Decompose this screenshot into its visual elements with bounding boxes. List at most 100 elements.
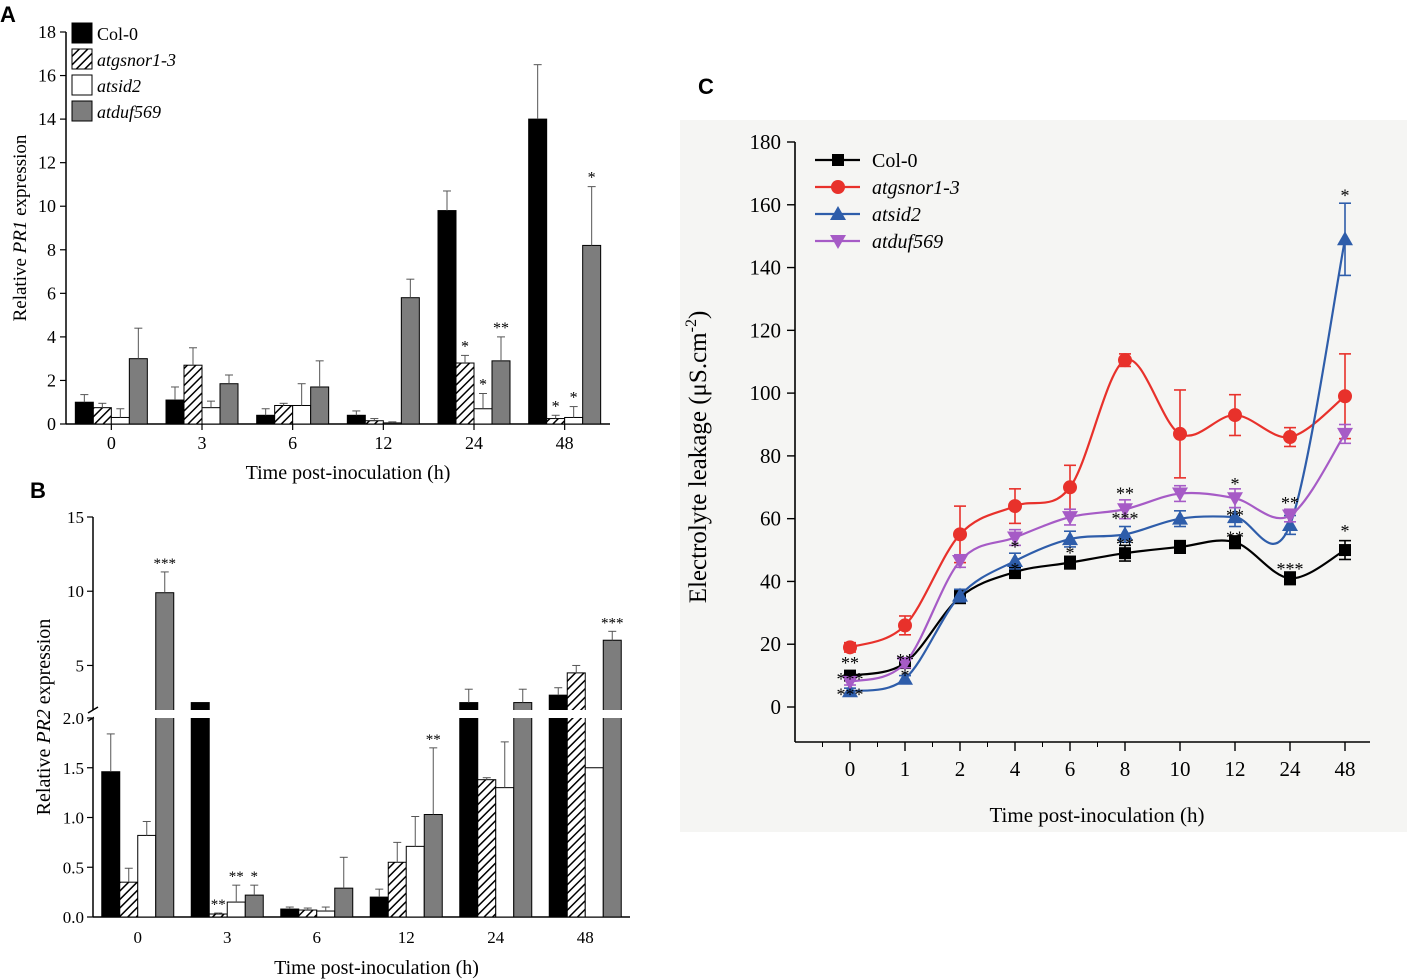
b-bar-col-0 [190,702,210,918]
c-y-tick-label: 60 [760,507,781,531]
a-bar-col-0 [165,399,185,425]
c-point-atgsnor1-3 [843,640,857,655]
c-point-atsid2 [897,670,913,685]
c-point-atgsnor1-3 [1008,499,1022,514]
b-bar-atduf569 [334,887,354,918]
a-y-tick-label: 12 [38,153,56,173]
a-bar-atduf569 [128,358,148,425]
c-point-atduf569 [952,555,968,570]
b-bar-atsid2 [226,901,246,918]
a-y-axis-label-part: PR1 [10,221,31,255]
b-break-gap [94,710,631,718]
c-legend-label-atsid2: atsid2 [872,204,921,226]
a-x-tick-label: 6 [288,433,297,453]
c-y-axis-label-main: Electrolyte leakage (μS.cm [685,332,712,603]
c-point-atgsnor1-3 [953,527,967,542]
c-significance-mark: * [1011,559,1020,579]
a-significance-mark: * [588,170,596,187]
b-significance-mark: ** [211,897,226,913]
c-point-atgsnor1-3 [1063,480,1077,495]
a-bar-atsid2 [110,416,130,425]
a-significance-mark: * [461,338,469,355]
b-bar-atduf569 [244,894,264,918]
a-y-tick-label: 2 [47,370,56,390]
c-x-tick-label: 6 [1065,757,1076,781]
b-bar-atsid2 [137,834,157,918]
b-bar-atsid2 [495,787,515,918]
c-point-atduf569 [1282,509,1298,524]
c-point-atsid2 [1062,531,1078,546]
panel-letter-a: A [0,2,16,27]
c-y-axis-label-close: ) [685,311,712,319]
a-bar-atduf569 [491,360,511,425]
b-bar-atgsnor1-3 [566,672,586,918]
a-bar-atgsnor1-3 [274,404,294,425]
c-point-atsid2 [1227,509,1243,524]
b-y-tick-label: 1.5 [63,759,84,778]
a-legend-swatch-atgsnor1-3 [71,48,93,70]
a-y-tick-label: 0 [47,414,56,434]
b-bar-atduf569 [423,814,443,918]
c-line-atgsnor1-3 [849,358,1346,649]
a-legend-label-atgsnor1-3: atgsnor1-3 [97,50,176,70]
c-point-atgsnor1-3 [1283,430,1297,445]
c-x-tick-label: 12 [1225,757,1246,781]
c-significance-mark: *** [1277,559,1304,579]
a-bar-atgsnor1-3 [455,362,475,425]
b-y-tick-label: 0.5 [63,858,84,877]
a-y-axis-label: Relative PR1 expression [10,134,31,321]
a-bar-atgsnor1-3 [546,418,566,425]
c-y-tick-label: 0 [771,695,782,719]
c-significance-mark: * [1011,537,1020,557]
c-point-atgsnor1-3 [898,618,912,633]
a-significance-mark: ** [493,320,509,337]
b-x-tick-label: 48 [577,928,594,947]
a-x-tick-label: 24 [465,433,483,453]
c-significance-mark: ** [896,650,914,670]
c-point-atduf569 [842,675,858,690]
panel-c-background [680,120,1407,832]
c-y-tick-label: 40 [760,569,781,593]
c-legend-label-atgsnor1-3: atgsnor1-3 [872,177,960,199]
a-bar-atgsnor1-3 [364,420,384,425]
c-x-tick-label: 4 [1010,757,1021,781]
c-x-tick-label: 8 [1120,757,1131,781]
a-significance-mark: * [479,377,487,394]
b-x-tick-label: 12 [398,928,415,947]
c-x-axis-label: Time post-inoculation (h) [989,803,1204,827]
b-bar-atsid2 [584,767,604,918]
b-bar-col-0 [459,702,479,918]
c-point-atsid2 [1172,510,1188,525]
a-bar-atduf569 [582,244,602,425]
c-y-tick-label: 20 [760,632,781,656]
c-x-tick-label: 24 [1280,757,1302,781]
c-point-col-0 [1229,536,1241,549]
b-bar-atgsnor1-3 [119,881,139,918]
a-significance-mark: * [552,398,560,415]
c-line-col-0 [849,539,1346,677]
c-legend-label-col-0: Col-0 [872,150,918,172]
a-y-tick-label: 16 [38,66,56,86]
c-point-atsid2 [952,587,968,602]
b-bar-col-0 [548,694,568,918]
c-significance-mark: ** [1281,493,1299,513]
a-bar-atduf569 [400,297,420,425]
a-bar-atsid2 [473,408,493,425]
a-significance-mark: * [570,390,578,407]
a-bar-atsid2 [382,422,402,425]
a-legend-label-atduf569: atduf569 [97,102,161,122]
c-y-tick-label: 160 [750,193,782,217]
a-bar-atsid2 [292,404,312,425]
b-y-axis-label-part: PR2 [33,709,55,744]
a-x-tick-label: 12 [374,433,392,453]
b-bar-col-0 [369,896,389,918]
c-point-atsid2 [1007,553,1023,568]
c-point-atduf569 [1062,511,1078,526]
c-point-atsid2 [842,683,858,698]
c-point-atgsnor1-3 [1338,389,1352,404]
c-y-tick-label: 140 [750,256,782,280]
b-y-axis-label-part: Relative [33,744,55,816]
